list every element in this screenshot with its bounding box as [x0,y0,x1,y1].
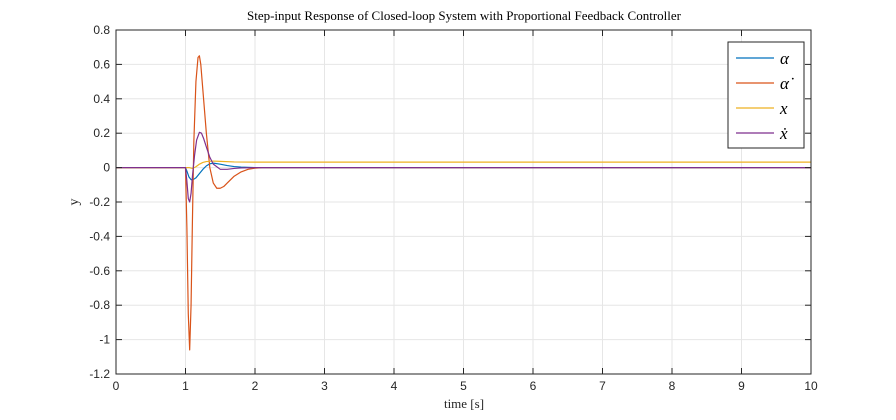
y-axis-label: y [67,199,82,206]
series-line-x-dot [116,131,811,203]
x-tick-label: 8 [669,379,676,393]
y-tick-label: 0.2 [93,126,110,140]
x-tick-label: 3 [321,379,328,393]
x-tick-label: 4 [391,379,398,393]
y-tick-label: -1 [99,333,110,347]
chart-title: Step-input Response of Closed-loop Syste… [247,8,682,23]
legend-label: x [779,99,788,118]
y-tick-label: 0.4 [93,92,110,106]
y-tick-label: -0.2 [89,195,110,209]
ticks: 0 1 2 3 4 5 6 7 8 9 10 0.8 0.6 0.4 0.2 0 -0.2 -0.4 -0.6 -0.… [89,23,818,393]
series-line-alpha-dot [116,55,811,351]
x-tick-label: 6 [530,379,537,393]
x-tick-label: 0 [113,379,120,393]
x-tick-label: 7 [599,379,606,393]
legend-box [727,41,805,149]
x-axis-label: time [s] [444,396,484,411]
y-tick-label: -0.8 [89,298,110,312]
x-tick-label: 9 [738,379,745,393]
x-tick-label: 1 [182,379,189,393]
series-line-x [116,160,811,170]
series-group [116,55,811,351]
x-tick-label: 10 [804,379,818,393]
x-tick-label: 2 [252,379,259,393]
y-tick-label: -0.4 [89,229,110,243]
legend: αα̇xẋ [727,41,805,149]
y-tick-label: -0.6 [89,264,110,278]
y-tick-label: 0 [103,161,110,175]
legend-label: ẋ [779,124,788,143]
x-tick-label: 5 [460,379,467,393]
legend-label: α [780,49,790,68]
y-tick-label: -1.2 [89,367,110,381]
y-tick-label: 0.8 [93,23,110,37]
y-tick-label: 0.6 [93,57,110,71]
